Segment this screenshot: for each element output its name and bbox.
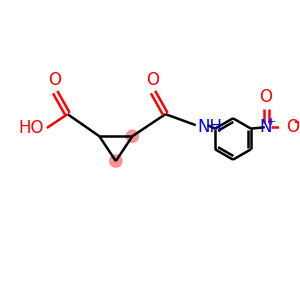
Circle shape <box>126 130 138 142</box>
Text: HO: HO <box>19 119 44 137</box>
Text: O: O <box>260 88 273 106</box>
Circle shape <box>110 155 122 167</box>
Text: -: - <box>294 115 299 129</box>
Text: N: N <box>260 118 272 136</box>
Text: O: O <box>48 71 61 89</box>
Text: O: O <box>147 71 160 89</box>
Text: +: + <box>266 117 276 127</box>
Text: O: O <box>286 118 299 136</box>
Text: NH: NH <box>197 118 222 136</box>
